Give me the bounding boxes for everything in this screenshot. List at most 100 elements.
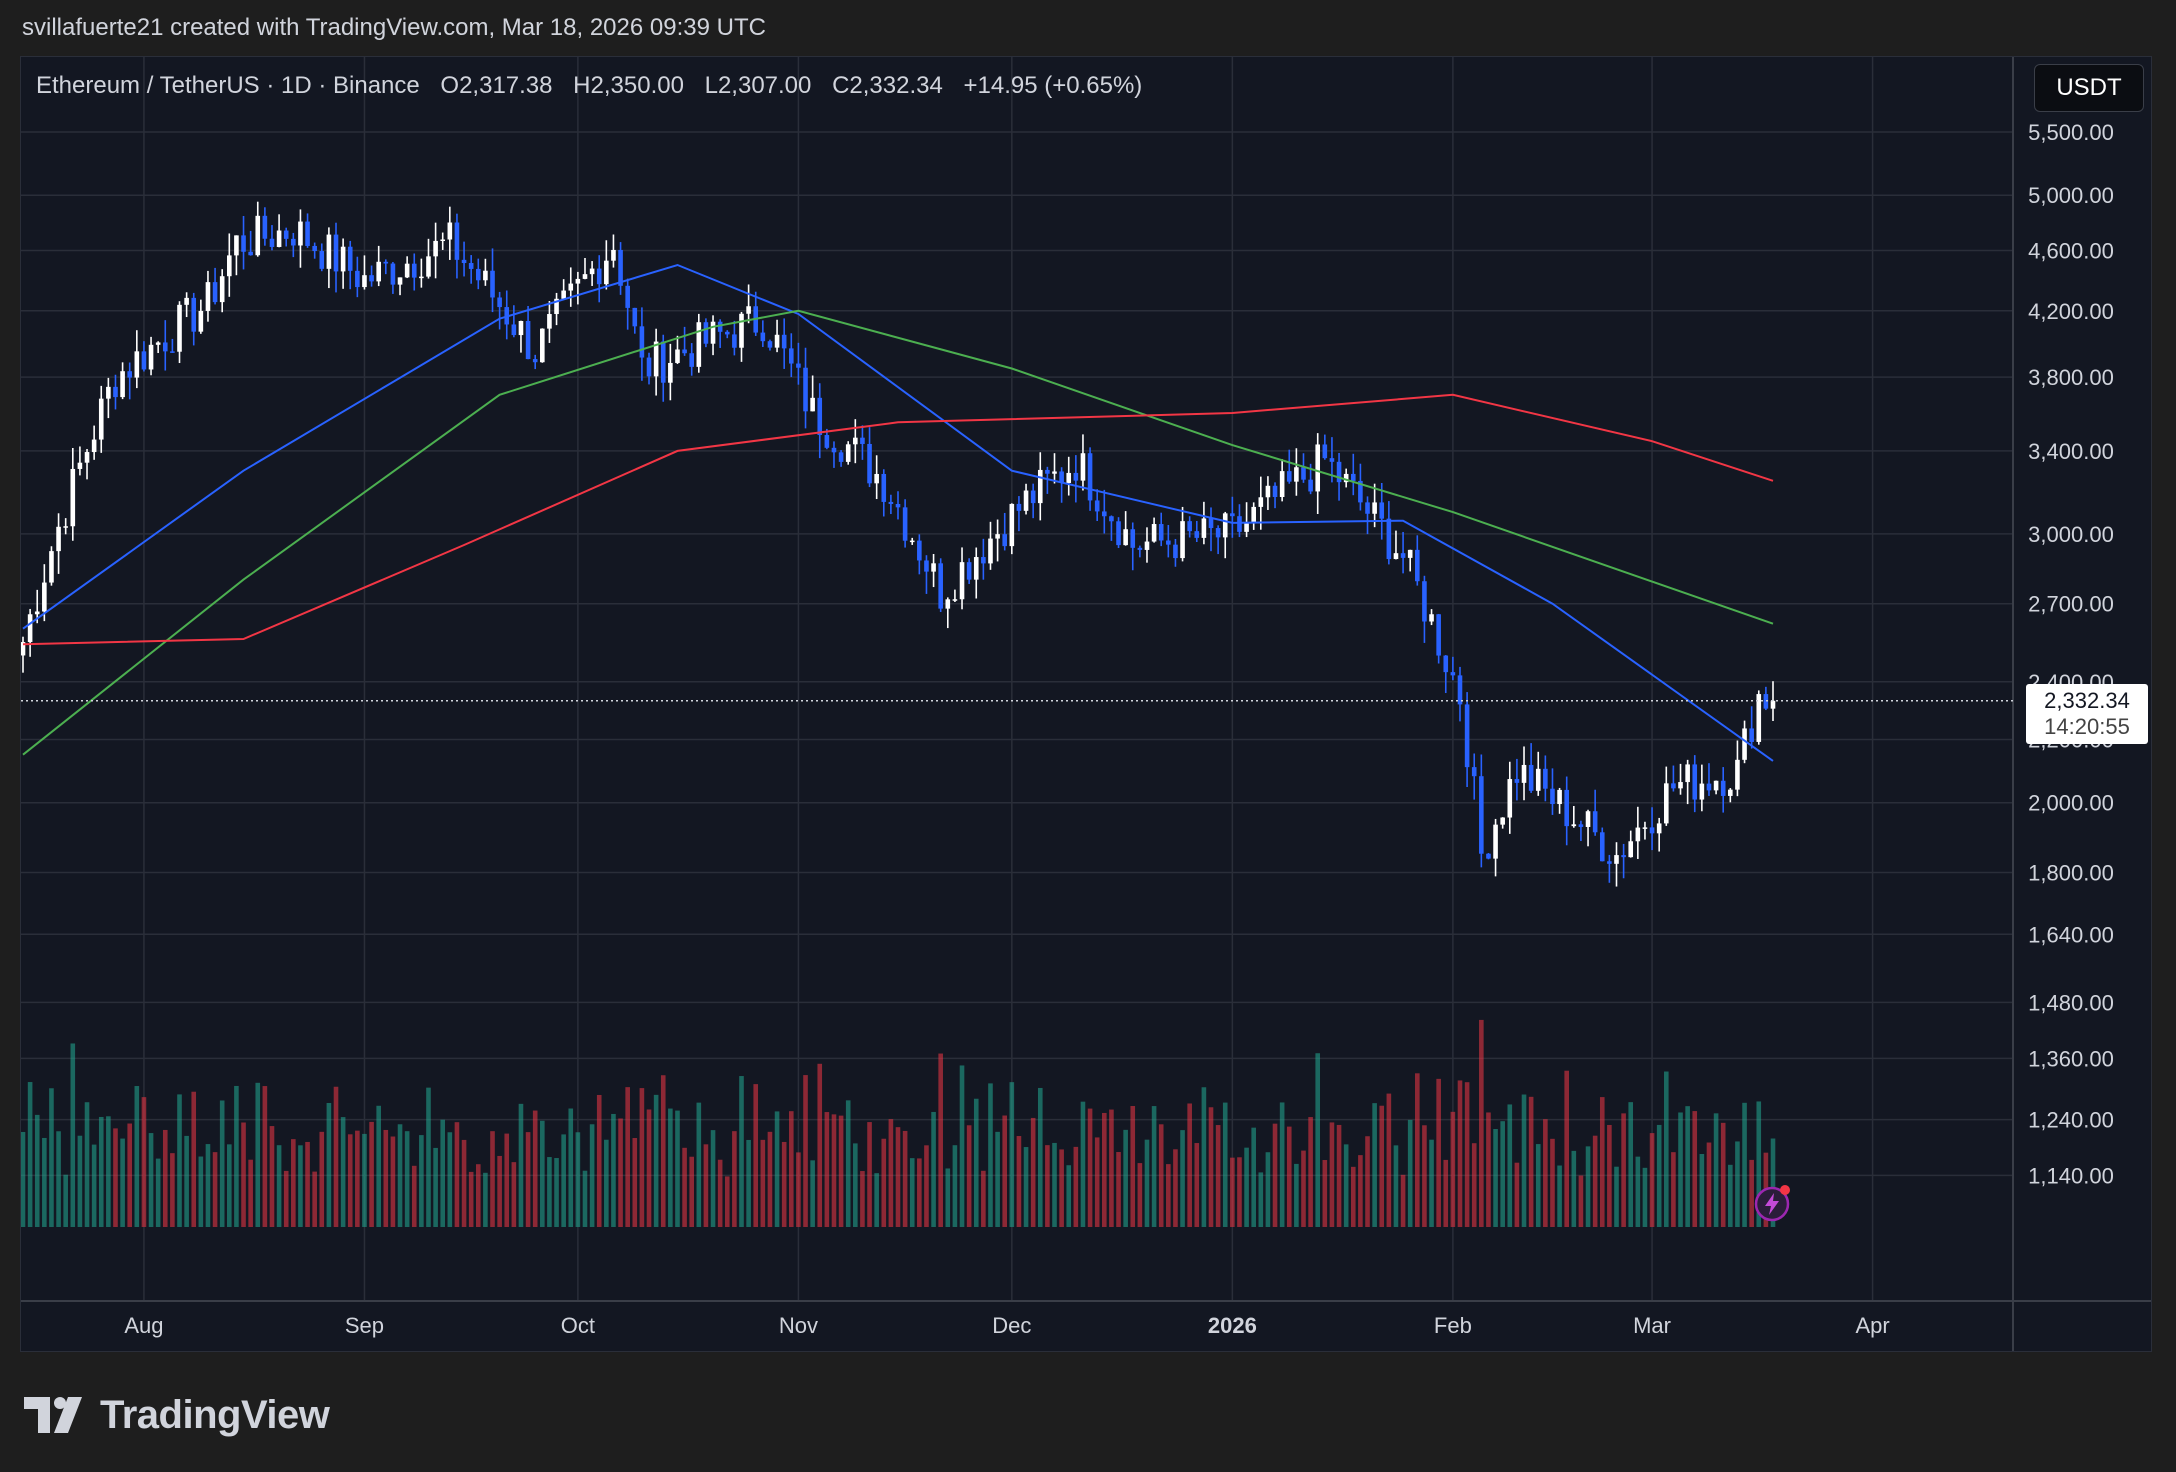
volume-bar xyxy=(1770,1138,1776,1227)
volume-bar xyxy=(56,1131,61,1227)
volume-bar xyxy=(746,1139,751,1227)
volume-bar xyxy=(1692,1111,1698,1227)
volume-bar xyxy=(710,1130,716,1227)
candle-body xyxy=(440,239,446,241)
volume-bar xyxy=(1215,1125,1221,1227)
volume-bar xyxy=(1286,1126,1292,1227)
volume-bar xyxy=(525,1132,531,1227)
volume-bar xyxy=(781,1141,787,1227)
candle-body xyxy=(1429,614,1434,622)
volume-bar xyxy=(227,1144,232,1227)
candle-body xyxy=(1279,471,1285,498)
volume-bar xyxy=(283,1170,289,1227)
candle-body xyxy=(646,357,652,377)
volume-bar xyxy=(1080,1101,1086,1227)
candle-body xyxy=(1308,479,1313,492)
volume-bar xyxy=(1151,1106,1157,1227)
candle-body xyxy=(540,328,545,363)
volume-bar xyxy=(468,1171,474,1227)
candle-body xyxy=(1201,518,1207,538)
lightning-icon[interactable] xyxy=(1752,1182,1792,1222)
candle-body xyxy=(1464,704,1470,768)
candle-body xyxy=(1415,549,1420,582)
volume-bar xyxy=(497,1155,502,1227)
candle-body xyxy=(810,397,815,412)
volume-bar xyxy=(1144,1139,1150,1227)
volume-bar xyxy=(447,1132,453,1227)
candle-body xyxy=(42,582,47,612)
candle-body xyxy=(1685,764,1690,783)
volume-bar xyxy=(1756,1101,1762,1227)
volume-bar xyxy=(995,1131,1000,1227)
candle-body xyxy=(468,263,474,269)
volume-bar xyxy=(703,1144,709,1227)
volume-bar xyxy=(205,1144,211,1227)
candle-body xyxy=(1073,472,1079,481)
candle-body xyxy=(596,268,602,285)
candle-body xyxy=(340,246,346,272)
tradingview-logo[interactable]: TradingView xyxy=(24,1390,330,1440)
candle-body xyxy=(724,331,730,335)
volume-bar xyxy=(1464,1082,1470,1227)
volume-bar xyxy=(483,1172,488,1227)
candle-body xyxy=(653,341,659,377)
volume-bar xyxy=(1564,1070,1569,1227)
candle-body xyxy=(1770,700,1776,709)
volume-bar xyxy=(390,1136,396,1227)
volume-bar xyxy=(1749,1159,1754,1227)
candle-body xyxy=(561,290,566,299)
volume-bar xyxy=(824,1112,830,1227)
currency-button[interactable]: USDT xyxy=(2034,64,2144,112)
price-chart[interactable]: 5,500.00 5,000.00 4,600.00 4,200.00 3,800.00… xyxy=(21,57,2151,1351)
volume-bar xyxy=(77,1135,83,1227)
y-tick-label: 5,000.00 xyxy=(2028,183,2114,208)
candle-body xyxy=(796,363,801,368)
volume-bar xyxy=(440,1119,446,1227)
volume-bar xyxy=(959,1065,965,1227)
candle-body xyxy=(1130,529,1136,548)
volume-bar xyxy=(1706,1142,1712,1227)
y-tick-label: 1,480.00 xyxy=(2028,990,2114,1015)
volume-bar xyxy=(767,1131,773,1227)
moving-average-line xyxy=(22,263,1774,762)
candle-body xyxy=(447,222,453,240)
volume-bar xyxy=(475,1164,481,1227)
candle-body xyxy=(1016,503,1022,511)
candle-body xyxy=(703,322,709,344)
volume-bar xyxy=(397,1124,403,1227)
candle-body xyxy=(1642,827,1648,829)
volume-bar xyxy=(1030,1117,1036,1227)
candle-body xyxy=(952,599,958,601)
candle-body xyxy=(333,234,339,272)
candle-body xyxy=(1457,675,1463,705)
candle-body xyxy=(888,501,894,504)
candle-body xyxy=(1208,518,1214,529)
volume-bar xyxy=(724,1176,730,1227)
volume-bar xyxy=(1180,1130,1185,1227)
candle-body xyxy=(845,444,851,462)
volume-bar xyxy=(561,1134,566,1227)
volume-bar xyxy=(1301,1150,1306,1227)
volume-bar xyxy=(1621,1113,1626,1227)
candle-body xyxy=(1713,780,1719,791)
candle-body xyxy=(1102,511,1107,517)
candle-body xyxy=(966,562,972,580)
volume-bar xyxy=(1713,1113,1719,1227)
candle-body xyxy=(1137,547,1143,550)
volume-bar xyxy=(938,1053,943,1227)
candle-body xyxy=(831,447,837,453)
candle-body xyxy=(113,386,118,398)
candle-body xyxy=(1571,824,1577,827)
chart-panel[interactable]: 5,500.00 5,000.00 4,600.00 4,200.00 3,800.00… xyxy=(20,56,2152,1352)
candle-body xyxy=(547,314,552,329)
candle-body xyxy=(1735,759,1740,790)
candle-body xyxy=(433,240,438,257)
candle-body xyxy=(212,282,218,303)
symbol-label[interactable]: Ethereum / TetherUS · 1D · Binance xyxy=(36,72,420,99)
volume-bar xyxy=(347,1134,353,1227)
volume-bar xyxy=(1045,1145,1050,1227)
candle-body xyxy=(1500,817,1505,825)
candle-body xyxy=(1692,764,1698,800)
x-tick-label: 2026 xyxy=(1208,1313,1257,1338)
candle-body xyxy=(148,344,154,370)
